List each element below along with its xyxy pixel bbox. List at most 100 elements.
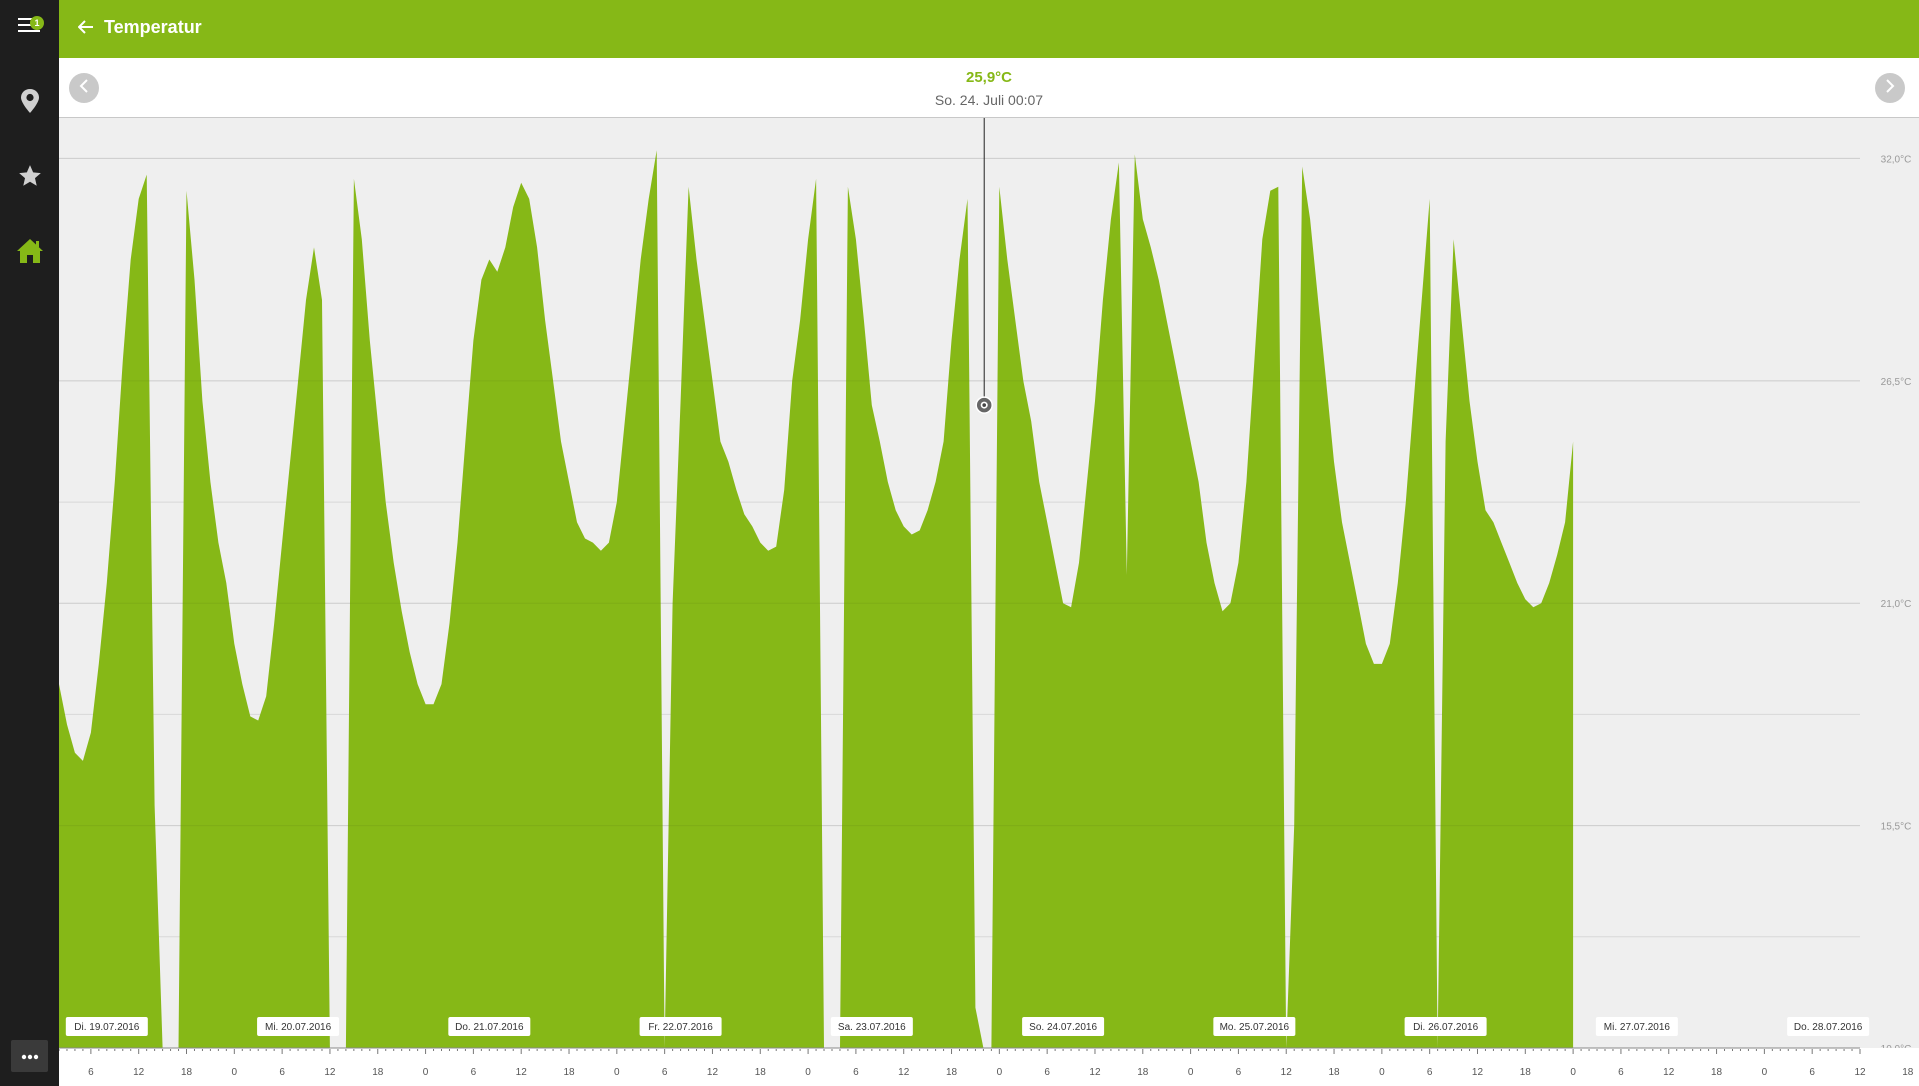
y-tick-label: 15,5°C — [1881, 822, 1912, 833]
notification-badge: 1 — [30, 16, 44, 30]
star-icon — [17, 163, 43, 194]
x-tick-label: 12 — [1663, 1067, 1675, 1078]
date-label-box — [639, 1017, 722, 1036]
x-tick-label: 0 — [1570, 1067, 1576, 1078]
x-tick-label: 12 — [133, 1067, 145, 1078]
sidebar-item-home[interactable] — [0, 228, 59, 278]
date-label-text: Mo. 25.07.2016 — [1220, 1022, 1290, 1033]
y-tick-label: 21,0°C — [1881, 599, 1912, 610]
y-tick-label: 32,0°C — [1881, 154, 1912, 165]
x-tick-label: 6 — [471, 1067, 477, 1078]
x-tick-label: 6 — [1618, 1067, 1624, 1078]
date-label-box — [257, 1017, 340, 1036]
date-label-text: Sa. 23.07.2016 — [838, 1022, 906, 1033]
date-label-box — [65, 1017, 148, 1036]
date-label-box — [1595, 1017, 1678, 1036]
x-tick-label: 18 — [181, 1067, 193, 1078]
home-icon — [16, 238, 44, 269]
x-tick-label: 12 — [898, 1067, 910, 1078]
x-tick-label: 6 — [853, 1067, 859, 1078]
x-tick-label: 0 — [614, 1067, 620, 1078]
x-tick-label: 0 — [1188, 1067, 1194, 1078]
date-label-box — [1022, 1017, 1105, 1036]
x-tick-label: 18 — [372, 1067, 384, 1078]
sidebar: 1 — [0, 0, 59, 1086]
date-label-text: Do. 21.07.2016 — [455, 1022, 524, 1033]
x-tick-label: 12 — [1472, 1067, 1484, 1078]
date-label-text: Di. 19.07.2016 — [74, 1022, 139, 1033]
date-label-text: Mi. 20.07.2016 — [265, 1022, 332, 1033]
date-label-box — [1404, 1017, 1487, 1036]
chevron-right-icon — [1885, 78, 1895, 98]
x-tick-label: 18 — [1328, 1067, 1340, 1078]
x-tick-label: 18 — [1520, 1067, 1532, 1078]
x-tick-label: 0 — [1762, 1067, 1768, 1078]
x-tick-label: 6 — [662, 1067, 668, 1078]
date-label: Mi. 20.07.2016 — [257, 1017, 340, 1036]
date-label-box — [1213, 1017, 1296, 1036]
date-label-text: Do. 28.07.2016 — [1794, 1022, 1863, 1033]
top-bar: Temperatur — [59, 0, 1919, 58]
date-label-box — [1787, 1017, 1870, 1036]
date-label-box — [448, 1017, 531, 1036]
x-tick-label: 6 — [1236, 1067, 1242, 1078]
more-dots-icon — [21, 1047, 39, 1065]
date-label: Fr. 22.07.2016 — [639, 1017, 722, 1036]
date-label: Di. 26.07.2016 — [1404, 1017, 1487, 1036]
menu-button[interactable]: 1 — [0, 2, 59, 52]
page-title: Temperatur — [104, 17, 202, 37]
temperature-area — [59, 150, 1574, 1049]
x-tick-label: 12 — [1089, 1067, 1101, 1078]
date-label: Mi. 27.07.2016 — [1595, 1017, 1678, 1036]
date-label: Di. 19.07.2016 — [65, 1017, 148, 1036]
x-tick-label: 6 — [279, 1067, 285, 1078]
x-tick-label: 6 — [1044, 1067, 1050, 1078]
x-tick-label: 12 — [516, 1067, 528, 1078]
x-tick-label: 0 — [997, 1067, 1003, 1078]
x-tick-label: 18 — [755, 1067, 767, 1078]
x-tick-label: 18 — [563, 1067, 575, 1078]
arrow-left-icon — [77, 19, 94, 39]
location-pin-icon — [20, 88, 40, 119]
date-label-text: Di. 26.07.2016 — [1413, 1022, 1478, 1033]
x-tick-label: 0 — [805, 1067, 811, 1078]
x-tick-label: 6 — [1427, 1067, 1433, 1078]
menu-icon — [17, 15, 42, 40]
x-tick-label: 18 — [946, 1067, 958, 1078]
date-label-text: So. 24.07.2016 — [1029, 1022, 1097, 1033]
date-label-box — [830, 1017, 913, 1036]
x-tick-label: 12 — [1281, 1067, 1293, 1078]
previous-button[interactable] — [69, 73, 99, 103]
date-label: Do. 28.07.2016 — [1787, 1017, 1870, 1036]
date-label: Do. 21.07.2016 — [448, 1017, 531, 1036]
crosshair-marker-dot — [982, 403, 987, 407]
date-label: Sa. 23.07.2016 — [830, 1017, 913, 1036]
back-button[interactable] — [71, 14, 101, 44]
date-label-text: Fr. 22.07.2016 — [648, 1022, 713, 1033]
x-tick-label: 6 — [88, 1067, 94, 1078]
y-tick-label: 26,5°C — [1881, 377, 1912, 388]
x-tick-label: 6 — [1809, 1067, 1815, 1078]
x-tick-label: 18 — [1902, 1067, 1914, 1078]
x-tick-label: 0 — [1379, 1067, 1385, 1078]
next-button[interactable] — [1875, 73, 1905, 103]
x-axis-background — [59, 1048, 1919, 1086]
info-bar: 25,9°C So. 24. Juli 00:07 — [59, 58, 1919, 118]
current-time: So. 24. Juli 00:07 — [934, 92, 1044, 108]
current-value: 25,9°C — [965, 69, 1013, 86]
x-tick-label: 12 — [1854, 1067, 1866, 1078]
x-tick-label: 12 — [324, 1067, 336, 1078]
x-tick-label: 12 — [707, 1067, 719, 1078]
sidebar-item-locations[interactable] — [0, 78, 59, 128]
more-button[interactable] — [11, 1040, 48, 1072]
temperature-chart[interactable]: 32,0°C26,5°C21,0°C15,5°C10,0°CDi. 19.07.… — [59, 118, 1919, 1086]
chevron-left-icon — [79, 78, 89, 98]
sidebar-item-favorites[interactable] — [0, 153, 59, 203]
x-tick-label: 18 — [1711, 1067, 1723, 1078]
date-label: Mo. 25.07.2016 — [1213, 1017, 1296, 1036]
date-label-text: Mi. 27.07.2016 — [1604, 1022, 1671, 1033]
x-tick-label: 0 — [423, 1067, 429, 1078]
date-label: So. 24.07.2016 — [1022, 1017, 1105, 1036]
x-tick-label: 0 — [232, 1067, 238, 1078]
x-tick-label: 18 — [1137, 1067, 1149, 1078]
